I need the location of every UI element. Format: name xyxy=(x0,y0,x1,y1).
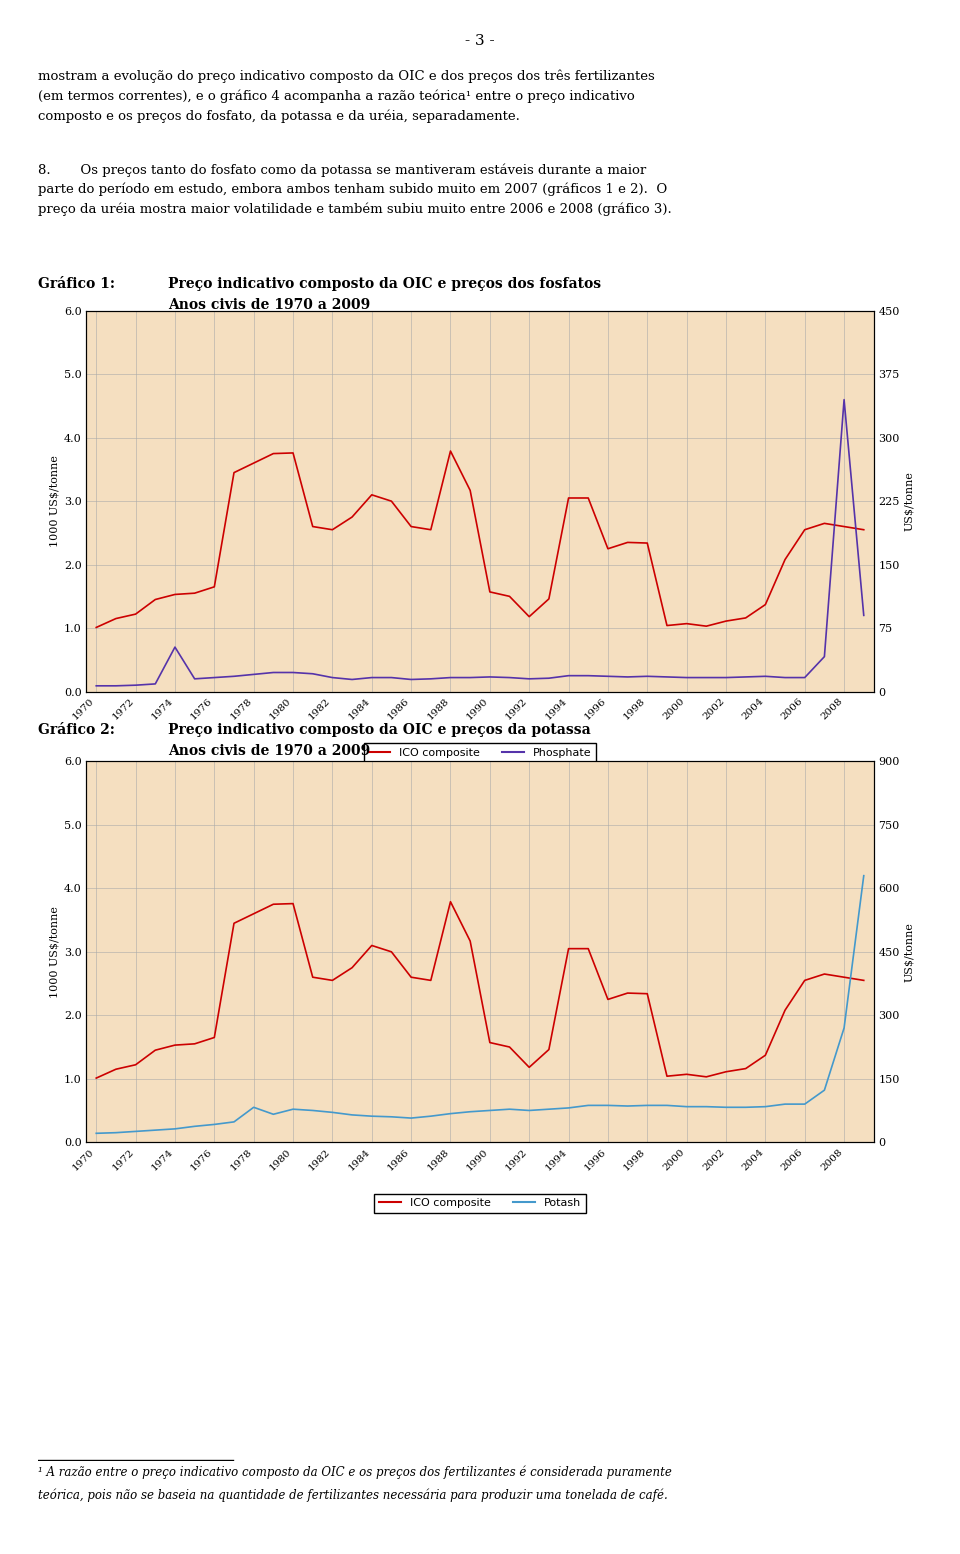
Text: ¹ A razão entre o preço indicativo composto da OIC e os preços dos fertilizantes: ¹ A razão entre o preço indicativo compo… xyxy=(38,1465,672,1479)
Y-axis label: 1000 US$/tonne: 1000 US$/tonne xyxy=(50,455,60,547)
Text: Anos civis de 1970 a 2009: Anos civis de 1970 a 2009 xyxy=(168,744,371,758)
Y-axis label: 1000 US$/tonne: 1000 US$/tonne xyxy=(50,906,60,998)
Legend: ICO composite, Potash: ICO composite, Potash xyxy=(374,1193,586,1212)
Text: teórica, pois não se baseia na quantidade de fertilizantes necessária para produ: teórica, pois não se baseia na quantidad… xyxy=(38,1489,668,1503)
Text: mostram a evolução do preço indicativo composto da OIC e dos preços dos três fer: mostram a evolução do preço indicativo c… xyxy=(38,70,655,123)
Text: Gráfico 1:: Gráfico 1: xyxy=(38,277,115,291)
Text: Preço indicativo composto da OIC e preços da potassa: Preço indicativo composto da OIC e preço… xyxy=(168,723,590,737)
Text: Gráfico 2:: Gráfico 2: xyxy=(38,723,115,737)
Text: Anos civis de 1970 a 2009: Anos civis de 1970 a 2009 xyxy=(168,298,371,312)
Text: 8.       Os preços tanto do fosfato como da potassa se mantiveram estáveis duran: 8. Os preços tanto do fosfato como da po… xyxy=(38,163,672,216)
Y-axis label: US$/tonne: US$/tonne xyxy=(904,471,914,531)
Text: Preço indicativo composto da OIC e preços dos fosfatos: Preço indicativo composto da OIC e preço… xyxy=(168,277,601,291)
Legend: ICO composite, Phosphate: ICO composite, Phosphate xyxy=(364,743,596,761)
Y-axis label: US$/tonne: US$/tonne xyxy=(904,922,914,982)
Text: - 3 -: - 3 - xyxy=(466,34,494,48)
